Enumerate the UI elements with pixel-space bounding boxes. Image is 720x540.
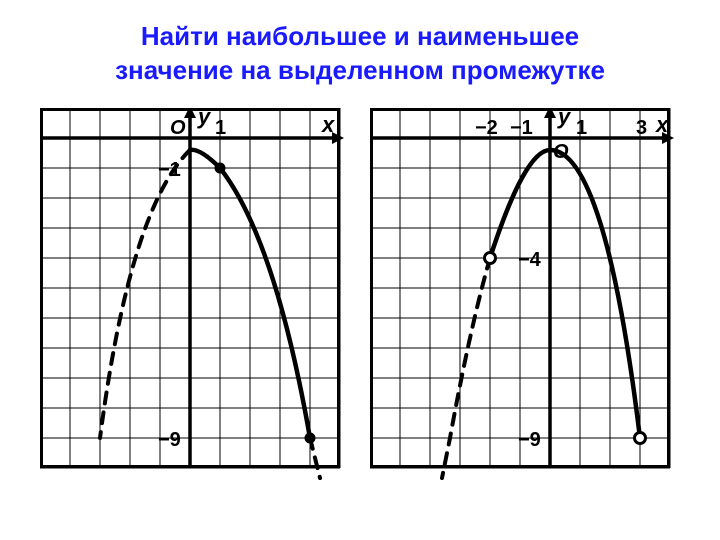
left-x-label: x <box>321 112 335 137</box>
left-m1-label: −1 <box>158 159 181 181</box>
title-line-1: Найти наибольшее и наименьшее <box>141 21 579 51</box>
left-chart: y x O 1 −1 −9 <box>40 108 350 488</box>
left-y-label: y <box>197 108 212 129</box>
right-y-label: y <box>557 108 572 129</box>
right-chart: y x O −2 −1 1 3 −4 −9 <box>370 108 680 488</box>
right-grid <box>370 108 670 468</box>
right-m1-label: −1 <box>510 117 533 139</box>
title-line-2: значение на выделенном промежутке <box>115 55 605 85</box>
right-m2-label: −2 <box>475 117 498 139</box>
page-title: Найти наибольшее и наименьшее значение н… <box>0 0 720 88</box>
right-curve-solid <box>490 150 640 438</box>
right-O-label: O <box>553 141 569 163</box>
left-1-label: 1 <box>215 117 226 139</box>
right-m4-label: −4 <box>518 249 542 271</box>
right-point-2 <box>635 432 646 443</box>
left-point-1 <box>215 162 226 173</box>
right-point-1 <box>485 252 496 263</box>
right-3-label: 3 <box>636 117 647 139</box>
left-curve-dashed <box>100 150 320 478</box>
right-num-labels: −2 −1 1 3 −4 −9 <box>475 117 647 451</box>
right-x-label: x <box>655 112 669 137</box>
left-point-2 <box>305 432 316 443</box>
left-chart-svg: y x O 1 −1 −9 <box>40 108 350 488</box>
charts-container: y x O 1 −1 −9 <box>0 108 720 488</box>
left-O-label: O <box>170 117 186 139</box>
right-1-label: 1 <box>576 117 587 139</box>
right-curve-dashed <box>442 258 490 478</box>
right-m9-label: −9 <box>518 429 541 451</box>
right-chart-svg: y x O −2 −1 1 3 −4 −9 <box>370 108 680 488</box>
left-m9-label: −9 <box>158 429 181 451</box>
right-labels: y x O <box>553 108 669 163</box>
